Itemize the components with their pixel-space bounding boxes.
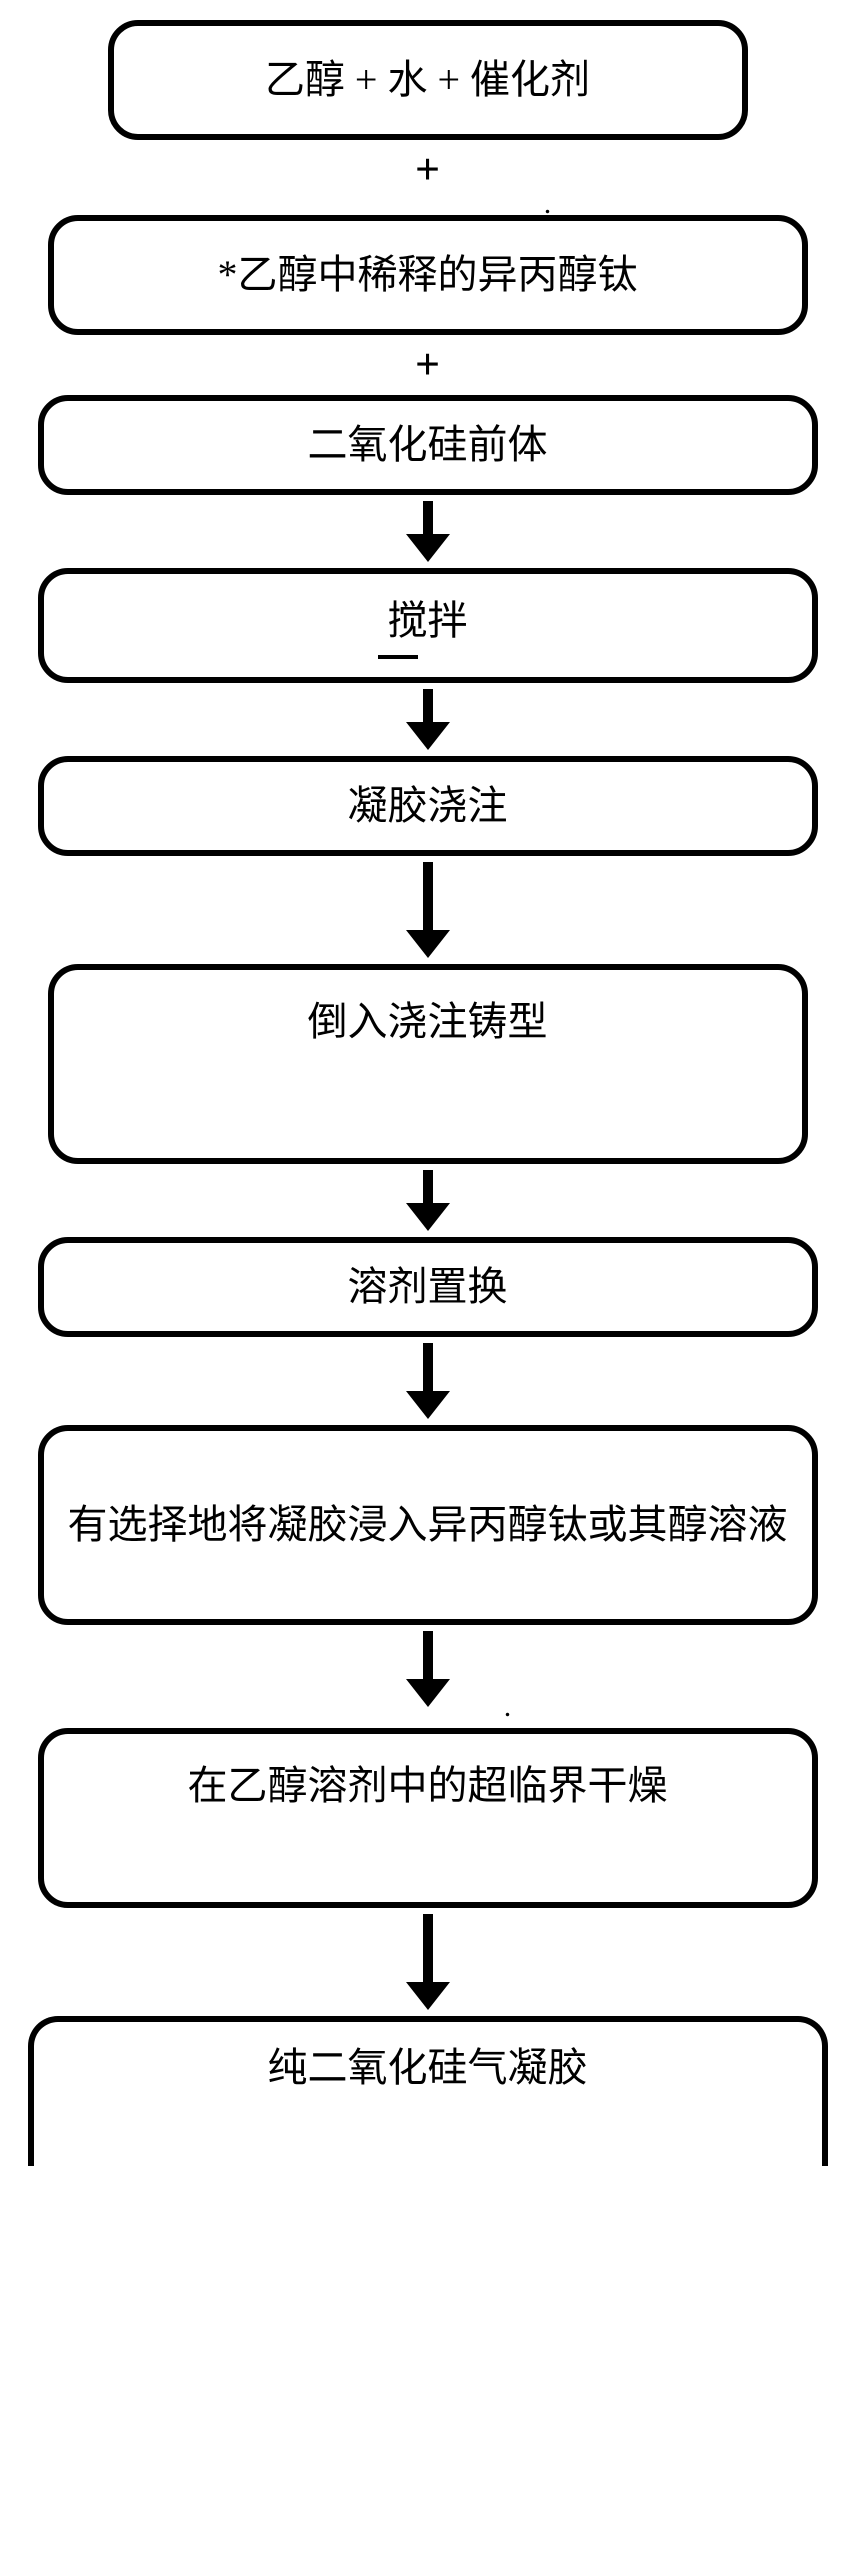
step-box-4: 搅拌 [38, 568, 818, 683]
arrow-connector [406, 1170, 450, 1231]
step-label: *乙醇中稀释的异丙醇钛 [218, 247, 638, 303]
step-box-10: 纯二氧化硅气凝胶 [28, 2016, 828, 2166]
arrow-connector [406, 1631, 450, 1707]
plus-connector: + [415, 148, 440, 192]
arrow-connector [406, 501, 450, 562]
step-label: 搅拌 [388, 593, 468, 649]
flowchart: 乙醇 + 水 + 催化剂 + . *乙醇中稀释的异丙醇钛 + 二氧化硅前体 搅拌… [20, 20, 835, 2166]
step-label: 二氧化硅前体 [308, 417, 548, 473]
arrow-connector [406, 1914, 450, 2010]
step-label: 凝胶浇注 [348, 778, 508, 834]
step-box-1: 乙醇 + 水 + 催化剂 [108, 20, 748, 140]
step-box-5: 凝胶浇注 [38, 756, 818, 856]
step-box-6: 倒入浇注铸型 [48, 964, 808, 1164]
step-label: 在乙醇溶剂中的超临界干燥 [188, 1758, 668, 1814]
plus-connector: + [415, 343, 440, 387]
step-label: 纯二氧化硅气凝胶 [268, 2040, 588, 2096]
arrow-connector [406, 862, 450, 958]
step-box-8: 有选择地将凝胶浸入异丙醇钛或其醇溶液 [38, 1425, 818, 1625]
step-label: 溶剂置换 [348, 1259, 508, 1315]
dot-marker: . [504, 1699, 512, 1714]
step-label: 有选择地将凝胶浸入异丙醇钛或其醇溶液 [68, 1497, 788, 1553]
arrow-connector [406, 689, 450, 750]
step-box-3: 二氧化硅前体 [38, 395, 818, 495]
underline-mark [378, 655, 418, 659]
step-box-9: 在乙醇溶剂中的超临界干燥 [38, 1728, 818, 1908]
step-label: 乙醇 + 水 + 催化剂 [265, 52, 590, 108]
arrow-connector [406, 1343, 450, 1419]
step-box-7: 溶剂置换 [38, 1237, 818, 1337]
dot-marker: . [544, 196, 552, 211]
step-label: 倒入浇注铸型 [308, 994, 548, 1050]
step-box-2: *乙醇中稀释的异丙醇钛 [48, 215, 808, 335]
